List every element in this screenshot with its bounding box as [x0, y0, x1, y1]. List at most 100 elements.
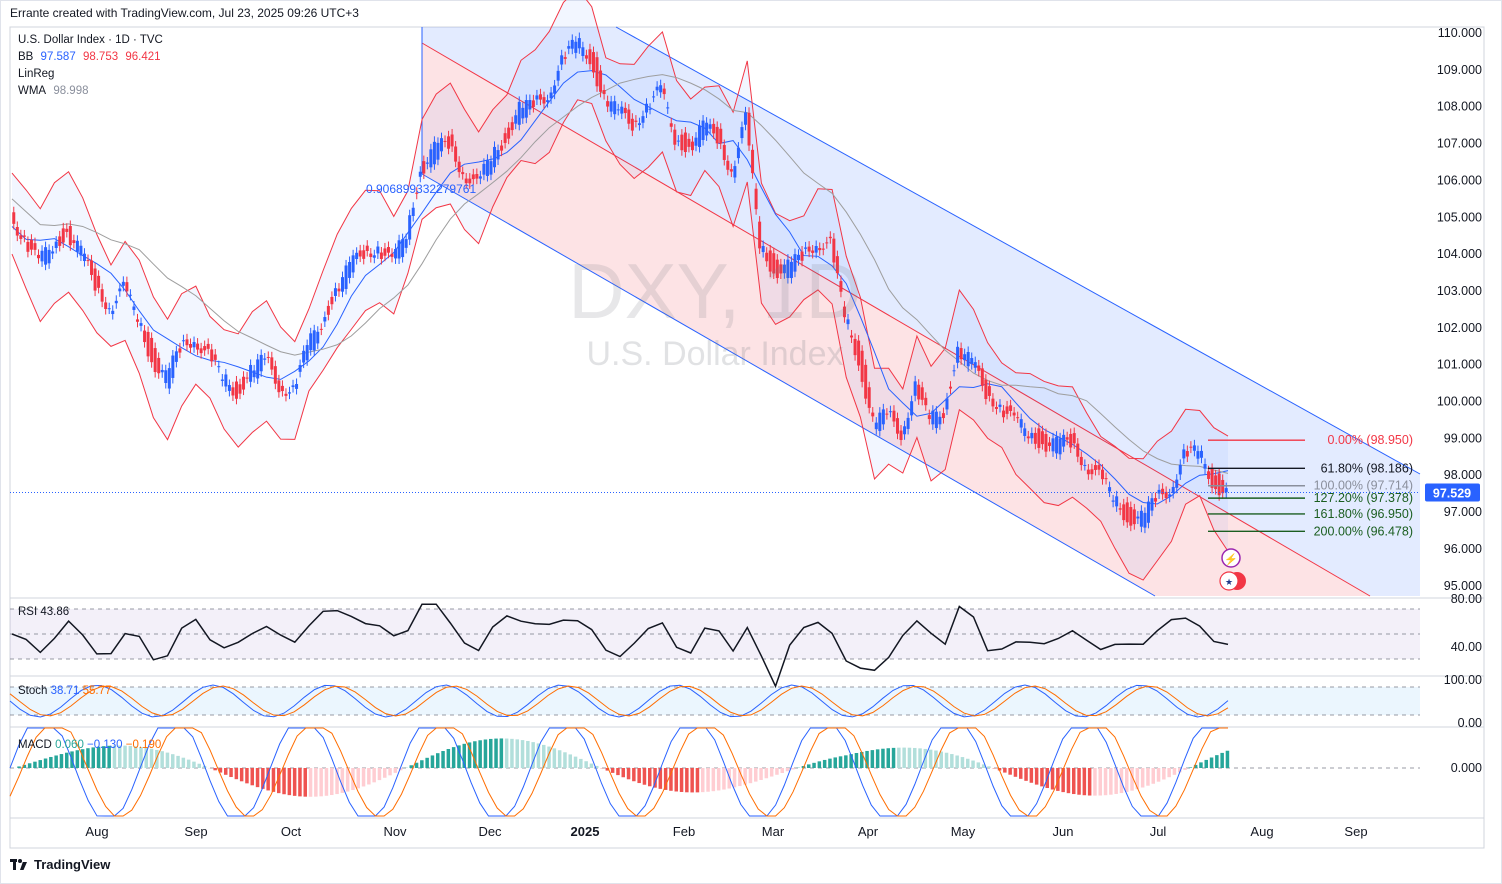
candle-body [620, 106, 624, 114]
bb-label: BB [18, 51, 34, 63]
candle-body [546, 100, 550, 102]
candle-body [26, 241, 30, 252]
candle-body [1019, 419, 1023, 428]
tradingview-footer[interactable]: TradingView [10, 857, 110, 872]
macd-hist-bar [955, 755, 959, 768]
macd-hist-bar [918, 748, 922, 768]
wma-line [11, 74, 1229, 474]
macd-hist-bar [420, 760, 424, 768]
macd-hist-bar [648, 768, 652, 787]
macd-hist-bar [499, 738, 504, 768]
price-axis-label: 97.000 [1444, 505, 1482, 519]
candle-body [1037, 428, 1041, 448]
price-axis-label: 101.000 [1437, 358, 1482, 372]
candle-body [418, 171, 422, 177]
linreg-upper-line [615, 26, 1421, 475]
macd-hist-bar [1103, 768, 1108, 796]
macd-hist-bar [107, 745, 111, 768]
candle-body [772, 253, 776, 274]
candle-body [606, 101, 610, 107]
candle-body [372, 255, 376, 258]
candle-body [850, 335, 854, 338]
candle-body [164, 370, 168, 383]
candle-body [645, 103, 649, 113]
candle-body [231, 387, 235, 396]
macd-hist-bar [579, 758, 583, 768]
candle-body [602, 90, 606, 95]
candle-body [478, 176, 482, 179]
candle-body [457, 161, 461, 173]
macd-hist-bar [663, 768, 668, 790]
candle-body [574, 41, 578, 53]
watermark-ticker: DXY, 1D [568, 247, 861, 335]
candle-body [1182, 449, 1186, 459]
macd-hist-bar [674, 768, 678, 792]
candle-body [174, 351, 178, 362]
stoch-legend: Stoch 38.71 55.77 [18, 685, 111, 697]
candle-body [160, 369, 164, 373]
macd-hist-bar [49, 756, 53, 768]
bb-upper-value: 98.753 [82, 51, 119, 63]
candle-body [1178, 464, 1182, 475]
macd-hist-bar [91, 747, 95, 768]
candle-body [931, 410, 935, 425]
candle-body [397, 240, 401, 259]
price-axis-label: 98.000 [1444, 468, 1482, 482]
candle-body [199, 348, 203, 354]
macd-hist-bar [473, 741, 477, 768]
macd-hist-bar [891, 747, 896, 768]
macd-hist-bar [446, 748, 451, 768]
time-axis-label: Sep [184, 824, 207, 839]
macd-hist-bar [372, 768, 376, 783]
macd-hist-bar [557, 750, 562, 768]
candle-body [609, 101, 613, 112]
macd-hist-bar [345, 768, 350, 792]
candle-body [811, 250, 815, 253]
legend-linreg: LinReg [18, 68, 55, 80]
candle-body [634, 120, 638, 122]
candle-body [690, 141, 694, 151]
candle-body [61, 228, 65, 243]
candle-body [1139, 510, 1143, 527]
candle-body [443, 140, 447, 142]
candle-body [599, 70, 603, 92]
candle-body [270, 357, 274, 370]
candle-body [485, 159, 489, 176]
time-axis-label: Oct [281, 824, 302, 839]
candle-body [51, 251, 55, 254]
tradingview-logo-icon [10, 859, 28, 870]
candle-body [284, 393, 288, 396]
macd-hist-bar [642, 768, 647, 785]
macd-hist-bar [451, 747, 456, 768]
macd-hist-bar [695, 768, 700, 793]
macd-hist-bar [1013, 768, 1018, 777]
macd-hist-bar [144, 747, 148, 768]
candle-body [959, 348, 963, 360]
macd-hist-bar [1172, 768, 1177, 775]
price-axis-label: 99.000 [1444, 431, 1482, 445]
candle-body [556, 70, 560, 81]
candle-body [814, 246, 818, 253]
macd-hist-bar [844, 755, 848, 768]
candle-body [1023, 428, 1027, 436]
macd-hist-bar [319, 768, 323, 797]
fib-label: 0.00% (98.950) [1328, 433, 1413, 447]
candle-body [1150, 498, 1154, 511]
candle-body [874, 422, 878, 430]
macd-hist-bar [849, 754, 853, 768]
candle-body [553, 85, 557, 94]
candle-body [150, 337, 154, 363]
candle-body [245, 377, 249, 379]
linreg-pearson-label: 0.906899332279761 [366, 182, 476, 196]
macd-hist-bar [960, 757, 965, 768]
candle-body [1214, 475, 1218, 490]
candle-body [422, 161, 426, 174]
macd-hist-bar [1077, 768, 1081, 795]
macd-hist-bar [414, 762, 419, 768]
candle-body [1083, 464, 1087, 466]
candle-body [507, 127, 511, 139]
candle-body [899, 430, 903, 441]
candle-body [146, 331, 150, 357]
candle-body [570, 39, 574, 49]
